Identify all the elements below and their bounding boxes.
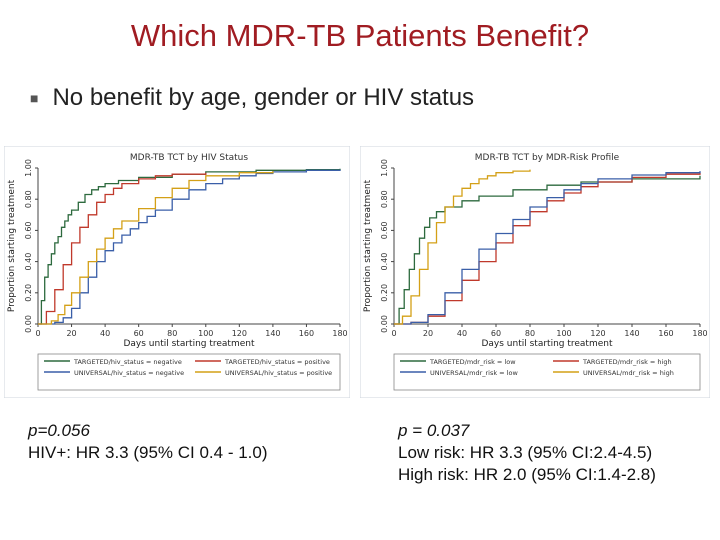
- x-tick-label: 20: [423, 329, 433, 338]
- y-tick-label: 0.40: [24, 253, 33, 271]
- x-tick-label: 40: [457, 329, 467, 338]
- chart-title: MDR-TB TCT by MDR-Risk Profile: [475, 153, 620, 163]
- legend-label: TARGETED/mdr_risk = high: [582, 358, 672, 366]
- series-line: [38, 172, 207, 325]
- x-axis-label: Days until starting treatment: [123, 339, 254, 349]
- series-line: [394, 169, 531, 325]
- y-tick-label: 0.60: [24, 221, 33, 239]
- x-tick-label: 60: [134, 329, 144, 338]
- legend-label: UNIVERSAL/mdr_risk = high: [583, 369, 674, 377]
- right-p-value: p = 0.037: [398, 421, 470, 440]
- legend-box: [393, 353, 701, 391]
- legend-box: [37, 353, 341, 391]
- legend-label: TARGETED/hiv_status = negative: [73, 358, 182, 366]
- legend-label: UNIVERSAL/hiv_status = negative: [74, 369, 184, 377]
- x-tick-label: 160: [658, 329, 673, 338]
- y-tick-label: 1.00: [24, 159, 33, 177]
- y-axis-label: Proportion starting treatment: [7, 179, 17, 312]
- slide-title: Which MDR-TB Patients Benefit?: [130, 18, 590, 53]
- series-line: [394, 171, 701, 325]
- x-tick-label: 40: [100, 329, 110, 338]
- x-tick-label: 180: [692, 329, 707, 338]
- y-tick-label: 0.40: [380, 253, 389, 271]
- x-tick-label: 140: [624, 329, 639, 338]
- chart-hiv-status: MDR-TB TCT by HIV Status 0.00 0.20 0.40 0.60…: [4, 146, 350, 398]
- x-tick-label: 80: [525, 329, 535, 338]
- x-tick-label: 100: [198, 329, 213, 338]
- chart-mdr-risk: MDR-TB TCT by MDR-Risk Profile 0.00 0.20 0.…: [360, 146, 710, 398]
- left-p-value: p=0.056: [28, 421, 90, 440]
- square-bullet-icon: ■: [30, 90, 39, 106]
- x-tick-label: 20: [66, 329, 76, 338]
- x-tick-label: 180: [332, 329, 347, 338]
- y-tick-label: 0.00: [380, 315, 389, 333]
- x-axis-label: Days until starting treatment: [481, 339, 612, 349]
- y-tick-label: 0.80: [24, 190, 33, 208]
- right-hr-high: High risk: HR 2.0 (95% CI:1.4-2.8): [398, 465, 656, 484]
- x-tick-label: 0: [391, 329, 396, 338]
- legend-label: UNIVERSAL/hiv_status = positive: [225, 369, 332, 377]
- left-hr-line: HIV+: HR 3.3 (95% CI 0.4 - 1.0): [28, 443, 268, 462]
- x-tick-label: 120: [232, 329, 247, 338]
- chart-panel-risk: MDR-TB TCT by MDR-Risk Profile 0.00 0.20 0.…: [360, 146, 710, 398]
- y-tick-label: 0.60: [380, 221, 389, 239]
- chart-panel-hiv: MDR-TB TCT by HIV Status 0.00 0.20 0.40 0.60…: [4, 146, 350, 398]
- x-tick-label: 80: [167, 329, 177, 338]
- legend-label: TARGETED/mdr_risk = low: [429, 358, 516, 366]
- y-tick-label: 0.80: [380, 190, 389, 208]
- legend-label: UNIVERSAL/mdr_risk = low: [430, 369, 518, 377]
- left-stats: p=0.056 HIV+: HR 3.3 (95% CI 0.4 - 1.0): [28, 420, 268, 464]
- bullet-item: ■ No benefit by age, gender or HIV statu…: [30, 84, 474, 112]
- y-tick-label: 0.20: [24, 284, 33, 302]
- x-tick-label: 160: [299, 329, 314, 338]
- y-axis-label: Proportion starting treatment: [363, 179, 373, 312]
- x-tick-label: 100: [556, 329, 571, 338]
- series-line: [394, 172, 701, 325]
- chart-title: MDR-TB TCT by HIV Status: [130, 153, 248, 163]
- series-line: [38, 171, 274, 325]
- legend-label: TARGETED/hiv_status = positive: [224, 358, 330, 366]
- series-line: [38, 169, 341, 325]
- bullet-text: No benefit by age, gender or HIV status: [52, 84, 475, 111]
- right-stats: p = 0.037 Low risk: HR 3.3 (95% CI:2.4-4…: [398, 420, 656, 486]
- x-tick-label: 60: [491, 329, 501, 338]
- series-line: [394, 175, 701, 325]
- x-tick-label: 120: [590, 329, 605, 338]
- right-hr-low: Low risk: HR 3.3 (95% CI:2.4-4.5): [398, 443, 653, 462]
- x-tick-label: 140: [265, 329, 280, 338]
- y-tick-label: 0.00: [24, 315, 33, 333]
- x-tick-label: 0: [35, 329, 40, 338]
- y-tick-label: 1.00: [380, 159, 389, 177]
- y-tick-label: 0.20: [380, 284, 389, 302]
